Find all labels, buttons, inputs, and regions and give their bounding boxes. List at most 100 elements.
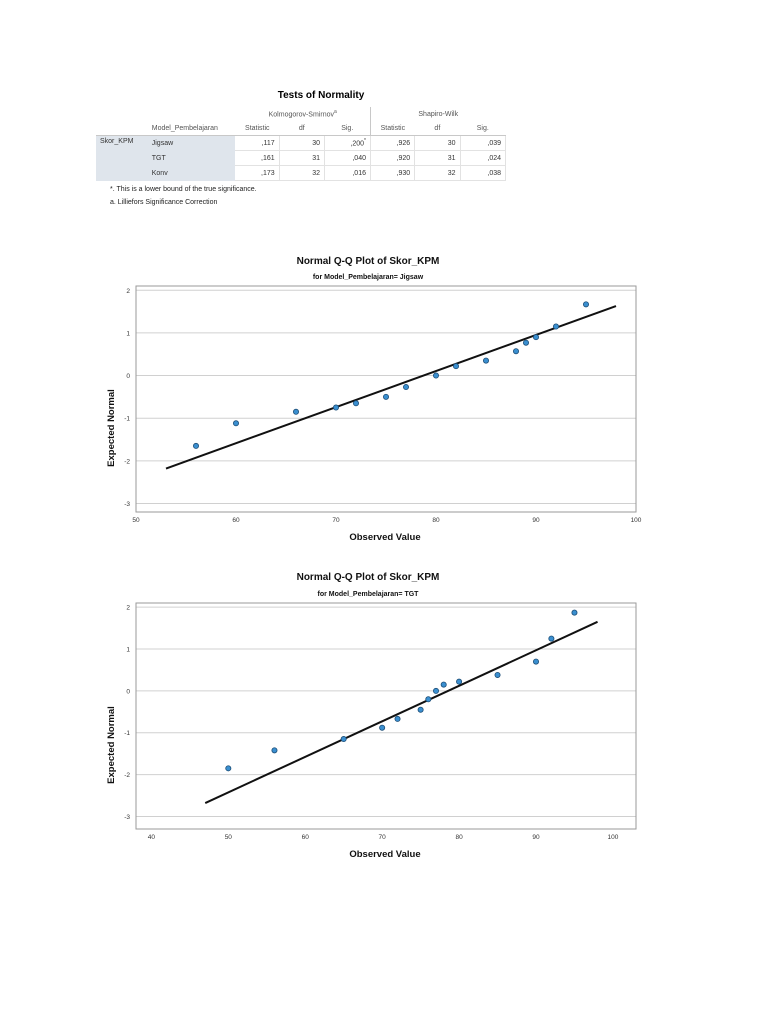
data-point xyxy=(571,609,578,616)
sw-statistic: ,926 xyxy=(369,135,416,151)
chart-subtitle: for Model_Pembelajaran= Jigsaw xyxy=(313,274,424,281)
data-point xyxy=(532,658,539,665)
data-point xyxy=(425,696,432,703)
footnote: a. Lilliefors Significance Correction xyxy=(110,199,218,206)
y-tick-label: 0 xyxy=(126,373,130,380)
x-tick-label: 80 xyxy=(455,834,463,841)
y-tick-label: 0 xyxy=(126,688,130,695)
data-point xyxy=(232,420,239,427)
ks-statistic: ,173 xyxy=(235,165,280,181)
x-axis-label: Observed Value xyxy=(349,849,420,860)
data-point xyxy=(432,687,439,694)
sw-sig: ,039 xyxy=(460,135,506,151)
footnote: *. This is a lower bound of the true sig… xyxy=(110,186,257,193)
data-point xyxy=(225,765,232,772)
x-tick-label: 80 xyxy=(432,517,440,524)
y-tick-label: 2 xyxy=(126,605,130,612)
y-axis-label: Expected Normal xyxy=(106,706,117,784)
factor-header: Model_Pembelajaran xyxy=(147,121,236,136)
col-header: Sig. xyxy=(460,121,506,136)
ks-df: 30 xyxy=(279,135,325,151)
reference-line xyxy=(165,305,617,470)
x-tick-label: 90 xyxy=(532,834,540,841)
col-header: Statistic xyxy=(369,121,415,136)
column-header-row: Model_Pembelajaran Statistic df Sig. Sta… xyxy=(96,121,506,136)
data-point xyxy=(452,363,459,370)
sw-statistic: ,920 xyxy=(369,150,416,166)
data-point xyxy=(482,357,489,364)
data-point xyxy=(292,408,299,415)
data-point xyxy=(522,339,529,346)
x-tick-label: 60 xyxy=(302,834,310,841)
x-tick-label: 60 xyxy=(232,517,240,524)
ks-sig: ,200* xyxy=(324,135,371,151)
plot-frame xyxy=(135,285,637,513)
x-tick-label: 100 xyxy=(631,517,642,524)
data-point xyxy=(382,393,389,400)
col-header: df xyxy=(279,121,325,136)
qq-plot-tgt: Normal Q-Q Plot of Skor_KPM for Model_Pe… xyxy=(106,572,637,860)
tests-of-normality: Tests of Normality Kolmogorov-Smirnova S… xyxy=(96,90,506,209)
table-title: Tests of Normality xyxy=(277,90,365,101)
y-tick-label: -1 xyxy=(124,730,130,737)
chart-title: Normal Q-Q Plot of Skor_KPM xyxy=(297,572,440,583)
group-header-row: Kolmogorov-Smirnova Shapiro-Wilk xyxy=(96,107,506,121)
plot-frame xyxy=(135,602,637,830)
x-tick-label: 70 xyxy=(379,834,387,841)
chart-title: Normal Q-Q Plot of Skor_KPM xyxy=(297,256,440,267)
variable-label: Skor_KPM xyxy=(96,135,148,181)
data-point xyxy=(271,747,278,754)
x-tick-label: 40 xyxy=(148,834,156,841)
ks-df: 32 xyxy=(279,165,325,181)
data-point xyxy=(548,635,555,642)
data-point xyxy=(417,706,424,713)
reference-line xyxy=(204,620,598,804)
x-tick-label: 50 xyxy=(225,834,233,841)
table-row: TGT ,161 31 ,040 ,920 31 ,024 xyxy=(96,150,506,166)
data-point xyxy=(432,372,439,379)
table-footnotes: *. This is a lower bound of the true sig… xyxy=(110,183,506,209)
data-point xyxy=(193,442,200,449)
chart-subtitle: for Model_Pembelajaran= TGT xyxy=(318,591,420,598)
sw-statistic: ,930 xyxy=(369,165,416,181)
group-header-ks: Kolmogorov-Smirnova xyxy=(268,109,337,119)
ks-statistic: ,117 xyxy=(235,135,280,151)
data-point xyxy=(582,301,589,308)
table-row: Konv ,173 32 ,016 ,930 32 ,038 xyxy=(96,165,506,181)
x-tick-label: 50 xyxy=(132,517,140,524)
ks-sig: ,040 xyxy=(324,150,371,166)
row-label: TGT xyxy=(147,150,236,166)
sw-df: 30 xyxy=(414,135,461,151)
qq-plot-jigsaw: Normal Q-Q Plot of Skor_KPM for Model_Pe… xyxy=(106,256,642,543)
x-axis-label: Observed Value xyxy=(349,532,420,543)
ks-df: 31 xyxy=(279,150,325,166)
data-point xyxy=(394,715,401,722)
data-point xyxy=(456,678,463,685)
y-tick-label: 2 xyxy=(126,288,130,295)
y-tick-label: -1 xyxy=(124,416,130,423)
y-tick-label: -2 xyxy=(124,772,130,779)
col-header: df xyxy=(414,121,460,136)
x-tick-label: 90 xyxy=(532,517,540,524)
ks-sig: ,016 xyxy=(324,165,371,181)
group-header-sw: Shapiro-Wilk xyxy=(369,107,506,121)
row-label: Konv xyxy=(147,165,236,181)
data-point xyxy=(440,681,447,688)
data-point xyxy=(532,334,539,341)
data-point xyxy=(494,671,501,678)
y-tick-label: 1 xyxy=(126,330,130,337)
x-tick-label: 70 xyxy=(332,517,340,524)
sw-sig: ,038 xyxy=(460,165,506,181)
row-label: Jigsaw xyxy=(147,135,236,151)
data-point xyxy=(402,384,409,391)
y-axis-label: Expected Normal xyxy=(106,389,117,467)
data-point xyxy=(340,736,347,743)
data-point xyxy=(332,404,339,411)
data-point xyxy=(379,724,386,731)
data-point xyxy=(352,400,359,407)
y-tick-label: -2 xyxy=(124,458,130,465)
sw-df: 31 xyxy=(414,150,461,166)
x-tick-label: 100 xyxy=(607,834,618,841)
sw-df: 32 xyxy=(414,165,461,181)
col-header: Statistic xyxy=(235,121,280,136)
